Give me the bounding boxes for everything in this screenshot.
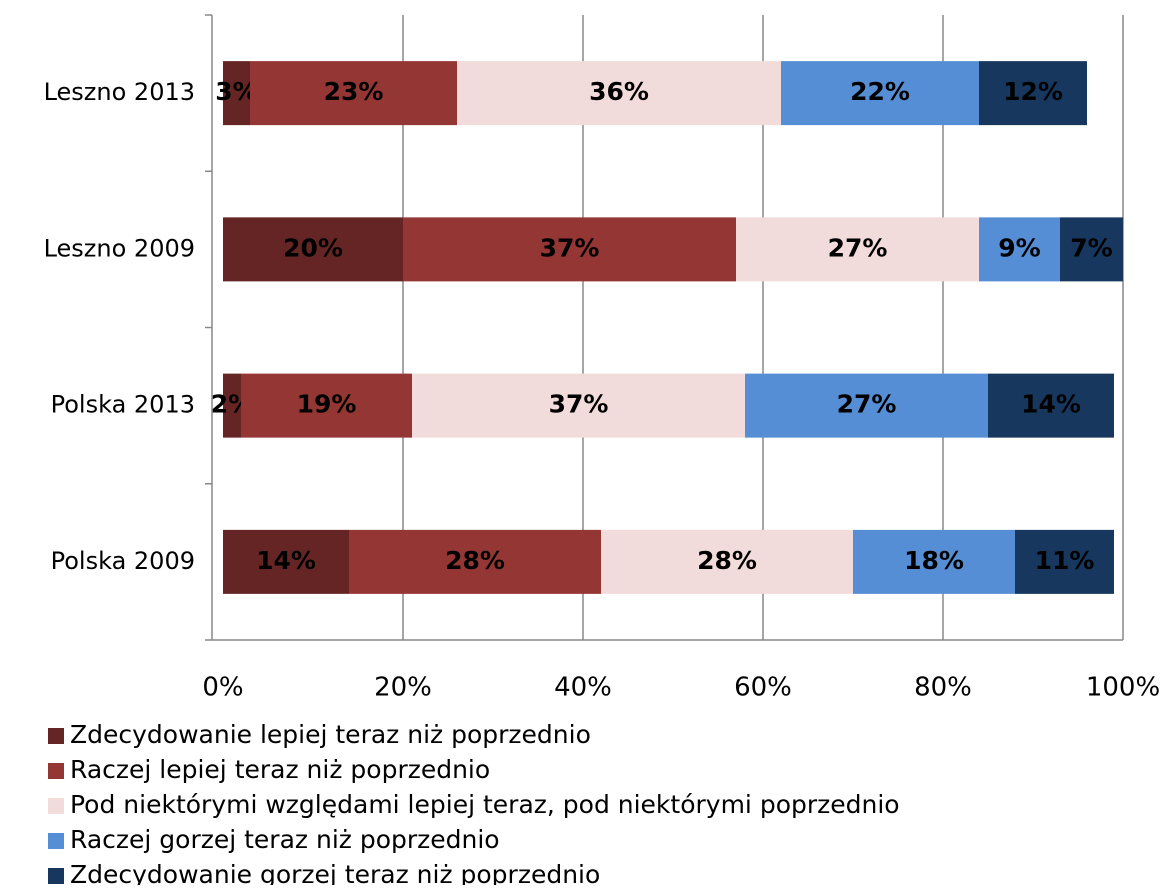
bar-segment [745, 373, 988, 438]
data-label: 22% [850, 77, 910, 106]
legend-swatch [48, 763, 64, 779]
x-tick-label: 80% [914, 673, 972, 703]
legend-label: Zdecydowanie lepiej teraz niż poprzednio [70, 720, 591, 749]
y-tick-label: Polska 2009 [51, 547, 195, 575]
data-label: 14% [256, 546, 316, 575]
bar-segment [403, 217, 736, 282]
bar-segment [988, 373, 1114, 438]
data-label: 23% [324, 77, 384, 106]
data-label: 19% [297, 390, 357, 419]
bar-segment [601, 529, 853, 594]
legend-label: Zdecydowanie gorzej teraz niż poprzednio [70, 860, 600, 885]
x-tick-label: 0% [202, 673, 243, 703]
data-label: 37% [540, 233, 600, 262]
bar-segment [223, 217, 403, 282]
data-label: 14% [1021, 390, 1081, 419]
legend-label: Pod niektórymi względami lepiej teraz, p… [70, 790, 900, 819]
legend-swatch [48, 868, 64, 884]
data-label: 37% [549, 390, 609, 419]
y-tick-label: Polska 2013 [51, 391, 195, 419]
x-tick-label: 20% [374, 673, 432, 703]
data-label: 12% [1003, 77, 1063, 106]
data-label: 20% [283, 233, 343, 262]
legend-swatch [48, 798, 64, 814]
y-tick-label: Leszno 2009 [44, 234, 195, 262]
bar-segment [781, 61, 979, 126]
bar-segment [853, 529, 1015, 594]
data-label: 28% [445, 546, 505, 575]
bar-segment [979, 61, 1087, 126]
bar-segment [223, 373, 241, 438]
legend-swatch [48, 833, 64, 849]
bar-segment [223, 61, 250, 126]
y-tick-label: Leszno 2013 [44, 78, 195, 106]
data-label: 28% [697, 546, 757, 575]
bar-segment [349, 529, 601, 594]
data-label: 18% [904, 546, 964, 575]
bar-segment [1060, 217, 1123, 282]
bar-segment [457, 61, 781, 126]
legend-label: Raczej lepiej teraz niż poprzednio [70, 755, 490, 784]
data-label: 36% [589, 77, 649, 106]
data-label: 9% [998, 233, 1040, 262]
bar-segment [241, 373, 412, 438]
data-label: 27% [837, 390, 897, 419]
legend-swatch [48, 728, 64, 744]
bar-segment [223, 529, 349, 594]
x-tick-label: 40% [554, 673, 612, 703]
bar-segment [736, 217, 979, 282]
bar-segment [250, 61, 457, 126]
bar-segment [979, 217, 1060, 282]
x-tick-label: 60% [734, 673, 792, 703]
data-label: 27% [828, 233, 888, 262]
data-label: 11% [1035, 546, 1095, 575]
bar-segment [412, 373, 745, 438]
legend-label: Raczej gorzej teraz niż poprzednio [70, 825, 500, 854]
bar-segment [1015, 529, 1114, 594]
x-tick-label: 100% [1086, 673, 1160, 703]
data-label: 7% [1070, 233, 1112, 262]
